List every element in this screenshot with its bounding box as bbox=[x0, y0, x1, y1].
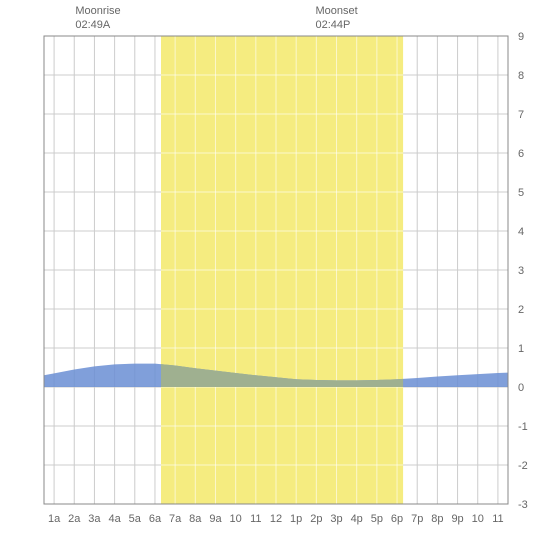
svg-text:11: 11 bbox=[492, 513, 503, 525]
svg-text:-1: -1 bbox=[518, 421, 528, 433]
svg-text:8a: 8a bbox=[189, 513, 202, 525]
svg-text:5: 5 bbox=[518, 187, 524, 199]
svg-text:9a: 9a bbox=[209, 513, 222, 525]
svg-text:2p: 2p bbox=[310, 513, 322, 525]
moonrise-label: Moonrise 02:49A bbox=[75, 4, 120, 33]
moonrise-title: Moonrise bbox=[75, 5, 120, 17]
svg-text:5p: 5p bbox=[371, 513, 383, 525]
svg-text:3p: 3p bbox=[330, 513, 342, 525]
chart-svg: 1a2a3a4a5a6a7a8a9a1011121p2p3p4p5p6p7p8p… bbox=[0, 0, 550, 550]
svg-text:10: 10 bbox=[230, 513, 242, 525]
svg-text:-2: -2 bbox=[518, 460, 528, 472]
svg-text:8p: 8p bbox=[431, 513, 443, 525]
svg-text:4a: 4a bbox=[108, 513, 121, 525]
svg-text:3: 3 bbox=[518, 265, 524, 277]
svg-text:0: 0 bbox=[518, 382, 524, 394]
svg-text:5a: 5a bbox=[129, 513, 142, 525]
svg-text:1a: 1a bbox=[48, 513, 61, 525]
moonset-title: Moonset bbox=[315, 5, 357, 17]
svg-text:7: 7 bbox=[518, 109, 524, 121]
svg-text:3a: 3a bbox=[88, 513, 101, 525]
moonrise-time: 02:49A bbox=[75, 19, 110, 31]
svg-text:7p: 7p bbox=[411, 513, 423, 525]
svg-text:4: 4 bbox=[518, 226, 524, 238]
svg-text:7a: 7a bbox=[169, 513, 182, 525]
svg-text:6p: 6p bbox=[391, 513, 403, 525]
svg-text:2: 2 bbox=[518, 304, 524, 316]
svg-text:1p: 1p bbox=[290, 513, 302, 525]
svg-text:6a: 6a bbox=[149, 513, 162, 525]
moonset-label: Moonset 02:44P bbox=[315, 4, 357, 33]
svg-text:12: 12 bbox=[270, 513, 282, 525]
svg-text:1: 1 bbox=[518, 343, 524, 355]
svg-text:9: 9 bbox=[518, 31, 524, 43]
svg-text:11: 11 bbox=[250, 513, 261, 525]
svg-text:8: 8 bbox=[518, 70, 524, 82]
svg-text:-3: -3 bbox=[518, 499, 528, 511]
svg-text:4p: 4p bbox=[351, 513, 363, 525]
svg-text:6: 6 bbox=[518, 148, 524, 160]
svg-text:10: 10 bbox=[472, 513, 484, 525]
tide-chart: Moonrise 02:49A Moonset 02:44P 1a 2a 3a 4a 5… bbox=[0, 0, 550, 550]
svg-text:9p: 9p bbox=[451, 513, 463, 525]
svg-text:2a: 2a bbox=[68, 513, 81, 525]
moonset-time: 02:44P bbox=[315, 19, 350, 31]
